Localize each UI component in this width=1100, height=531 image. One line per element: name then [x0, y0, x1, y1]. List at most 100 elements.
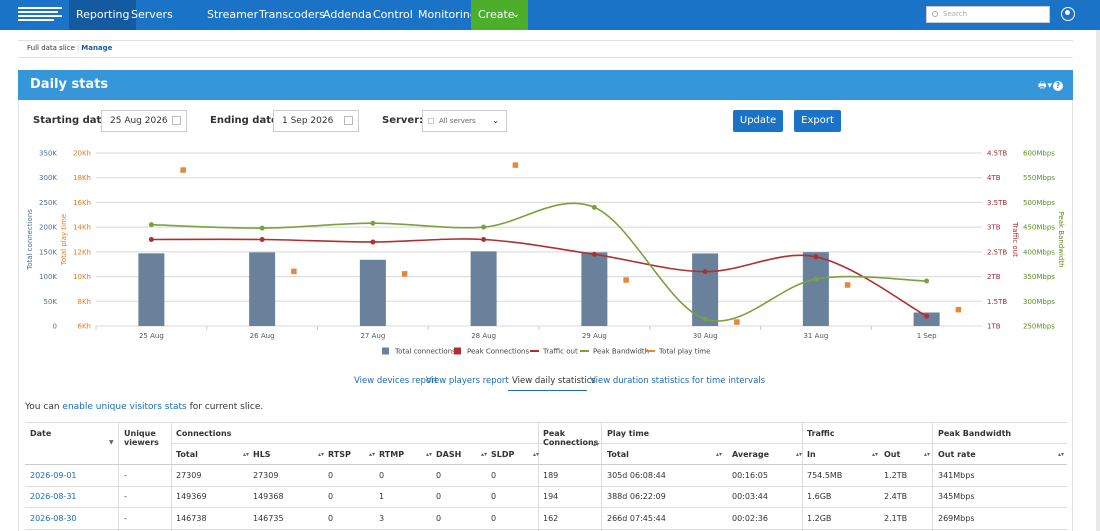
subheader-hls[interactable]: HLS — [253, 450, 271, 459]
panel-border-left — [18, 100, 19, 531]
subheader-average[interactable]: Average — [732, 450, 770, 459]
panel-title: Daily stats — [30, 77, 109, 92]
table-row-border — [25, 486, 1067, 487]
point-total-play-time — [734, 319, 740, 325]
players-report-link[interactable]: View players report — [426, 376, 509, 386]
column-header-unique-viewers[interactable]: Unique viewers — [124, 429, 159, 447]
legend-label: Peak Connections — [467, 348, 529, 356]
end-date-label: Ending date: — [210, 115, 282, 126]
table-cell: 754.5MB — [807, 471, 843, 480]
y-tick-label-traffic: 1.5TB — [987, 298, 1007, 306]
nav-control[interactable]: Control — [373, 8, 413, 21]
bar-total-connections — [138, 253, 165, 326]
enable-unique-visitors-link[interactable]: enable unique visitors stats — [62, 402, 187, 412]
table-cell: 00:02:36 — [732, 514, 768, 523]
y-tick-label-connections: 300K — [39, 174, 57, 182]
sort-icon[interactable]: ▴▾ — [481, 451, 488, 458]
server-select[interactable]: All servers ⌄ — [422, 110, 507, 132]
column-header-date[interactable]: Date — [30, 429, 52, 438]
sort-icon[interactable]: ▴▾ — [1058, 451, 1065, 458]
devices-report-link[interactable]: View devices report — [354, 376, 438, 386]
start-date-label: Starting date: — [33, 115, 113, 126]
subheader-out[interactable]: Out — [884, 450, 901, 459]
panel-actions: 🖶▾? — [1038, 78, 1063, 94]
print-icon[interactable]: 🖶 — [1037, 81, 1047, 91]
subheader-total[interactable]: Total — [607, 450, 629, 459]
subheader-dash[interactable]: DASH — [436, 450, 462, 459]
breadcrumb: Full data slice | Manage — [27, 44, 112, 52]
sort-icon[interactable]: ▴▾ — [243, 451, 250, 458]
sort-icon[interactable]: ▴▾ — [593, 441, 600, 448]
sort-icon[interactable]: ▴▾ — [318, 451, 325, 458]
legend-swatch — [382, 347, 389, 355]
calendar-icon[interactable] — [344, 116, 353, 125]
sort-icon[interactable]: ▴▾ — [796, 451, 803, 458]
update-button[interactable]: Update — [733, 110, 783, 132]
point-traffic-out — [481, 237, 487, 242]
help-icon[interactable]: ? — [1053, 81, 1063, 91]
sort-icon[interactable]: ▼ — [109, 439, 114, 446]
logo-icon[interactable] — [18, 6, 64, 24]
y-tick-label-playtime: 12Kh — [73, 248, 91, 256]
table-cell: 341Mbps — [938, 471, 975, 480]
y-axis-title-traffic: Traffic out — [1011, 221, 1019, 257]
subheader-rtmp[interactable]: RTMP — [379, 450, 405, 459]
subheader-total[interactable]: Total — [176, 450, 198, 459]
start-date-field[interactable]: 25 Aug 2026 — [101, 110, 187, 132]
nav-addenda[interactable]: Addenda — [323, 8, 372, 21]
calendar-icon[interactable] — [172, 116, 181, 125]
point-peak-bandwidth — [924, 278, 930, 284]
nav-servers[interactable]: Servers — [131, 8, 173, 21]
subheader-rtsp[interactable]: RTSP — [328, 450, 351, 459]
y-tick-label-playtime: 20Kh — [73, 150, 91, 158]
column-header-peak-connections[interactable]: Peak Connections — [543, 429, 599, 447]
x-tick-label: 30 Aug — [693, 332, 718, 340]
breadcrumb-slice[interactable]: Full data slice — [27, 44, 75, 52]
subheader-in[interactable]: In — [807, 450, 816, 459]
sort-icon[interactable]: ▴▾ — [426, 451, 433, 458]
x-tick-label: 25 Aug — [139, 332, 164, 340]
search-input[interactable]: Search — [926, 6, 1050, 23]
breadcrumb-separator: | — [76, 44, 80, 52]
sort-icon[interactable]: ▴▾ — [924, 451, 931, 458]
end-date-field[interactable]: 1 Sep 2026 — [273, 110, 359, 132]
date-link[interactable]: 2026-09-01 — [30, 471, 77, 480]
y-axis-title-playtime: Total play time — [60, 214, 68, 266]
sort-icon[interactable]: ▴▾ — [872, 451, 879, 458]
point-peak-bandwidth — [702, 316, 708, 322]
sort-icon[interactable]: ▴▾ — [716, 451, 723, 458]
table-cell: 1.6GB — [807, 492, 832, 501]
nav-monitoring[interactable]: Monitoring — [418, 8, 477, 21]
sort-icon[interactable]: ▴▾ — [369, 451, 376, 458]
notice-text-before: You can — [25, 402, 63, 412]
export-button[interactable]: Export — [794, 110, 841, 132]
table-cell: 1 — [379, 492, 385, 501]
nav-transcoders[interactable]: Transcoders — [259, 8, 325, 21]
subheader-sldp[interactable]: SLDP — [491, 450, 515, 459]
point-peak-bandwidth — [259, 225, 265, 231]
x-tick-label: 31 Aug — [803, 332, 828, 340]
point-total-play-time — [844, 282, 851, 288]
table-cell: 0 — [436, 514, 442, 523]
duration-statistics-link[interactable]: View duration statistics for time interv… — [590, 376, 766, 386]
nav-reporting[interactable]: Reporting — [69, 0, 137, 30]
user-icon[interactable] — [1061, 7, 1075, 21]
nav-streamer[interactable]: Streamer — [207, 8, 259, 21]
point-traffic-out — [148, 237, 154, 242]
scrollbar[interactable] — [1096, 30, 1100, 531]
point-traffic-out — [702, 269, 708, 275]
nav-create[interactable]: Create ⌄ — [471, 0, 528, 30]
breadcrumb-manage-link[interactable]: Manage — [81, 44, 113, 52]
y-tick-label-traffic: 4.5TB — [987, 150, 1007, 158]
daily-statistics-tab[interactable]: View daily statistics — [512, 376, 596, 386]
point-total-play-time — [512, 162, 519, 168]
table-row-border — [25, 507, 1067, 508]
table-cell: 2.4TB — [884, 492, 908, 501]
table-cell: 2.1TB — [884, 514, 908, 523]
date-link[interactable]: 2026-08-31 — [30, 492, 77, 501]
point-total-play-time — [291, 268, 297, 275]
subheader-out-rate[interactable]: Out rate — [938, 450, 976, 459]
notice-text-after: for current slice. — [186, 402, 264, 412]
sort-icon[interactable]: ▴▾ — [533, 451, 540, 458]
date-link[interactable]: 2026-08-30 — [30, 514, 77, 523]
